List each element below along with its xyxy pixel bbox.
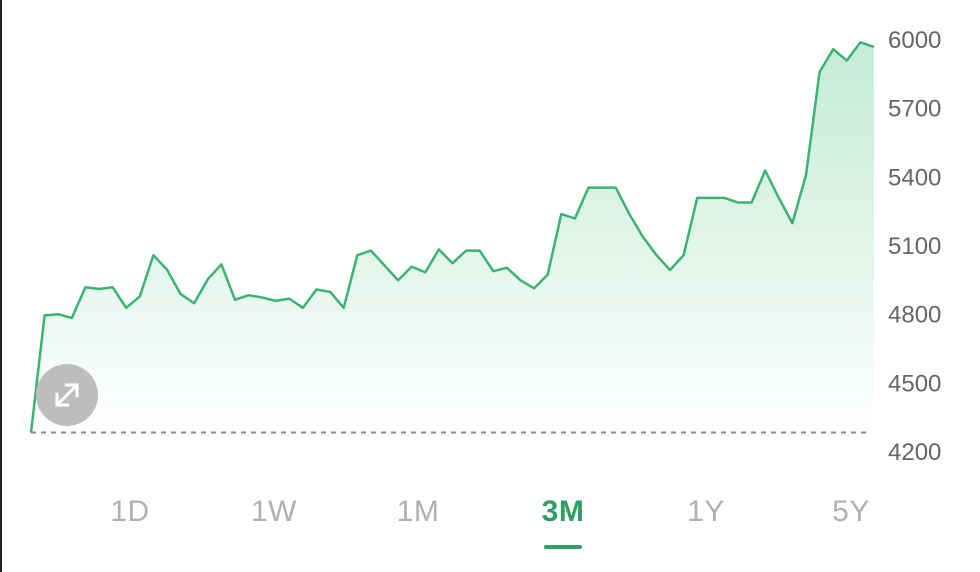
price-area-fill (31, 42, 874, 433)
y-tick-label: 4800 (888, 302, 941, 329)
active-tab-indicator (544, 545, 582, 549)
tab-1m[interactable]: 1M (396, 495, 440, 528)
tab-3m[interactable]: 3M (541, 495, 585, 528)
expand-chart-button[interactable] (36, 364, 98, 426)
y-tick-label: 6000 (888, 27, 941, 54)
y-tick-label: 4500 (888, 370, 941, 397)
timeframe-tabs: 1D 1W 1M 3M 1Y 5Y (0, 495, 980, 555)
tab-1w[interactable]: 1W (251, 495, 297, 528)
y-axis: 6000 5700 5400 5100 4800 4500 4200 (888, 27, 941, 466)
y-tick-label: 5100 (888, 233, 941, 260)
tab-1d[interactable]: 1D (110, 495, 150, 528)
y-tick-label: 4200 (888, 439, 941, 466)
y-tick-label: 5400 (888, 164, 941, 191)
y-tick-label: 5700 (888, 96, 941, 123)
expand-arrows-icon (55, 383, 79, 407)
price-line (29, 41, 875, 433)
tab-1y[interactable]: 1Y (687, 495, 725, 528)
tab-5y[interactable]: 5Y (832, 495, 870, 528)
